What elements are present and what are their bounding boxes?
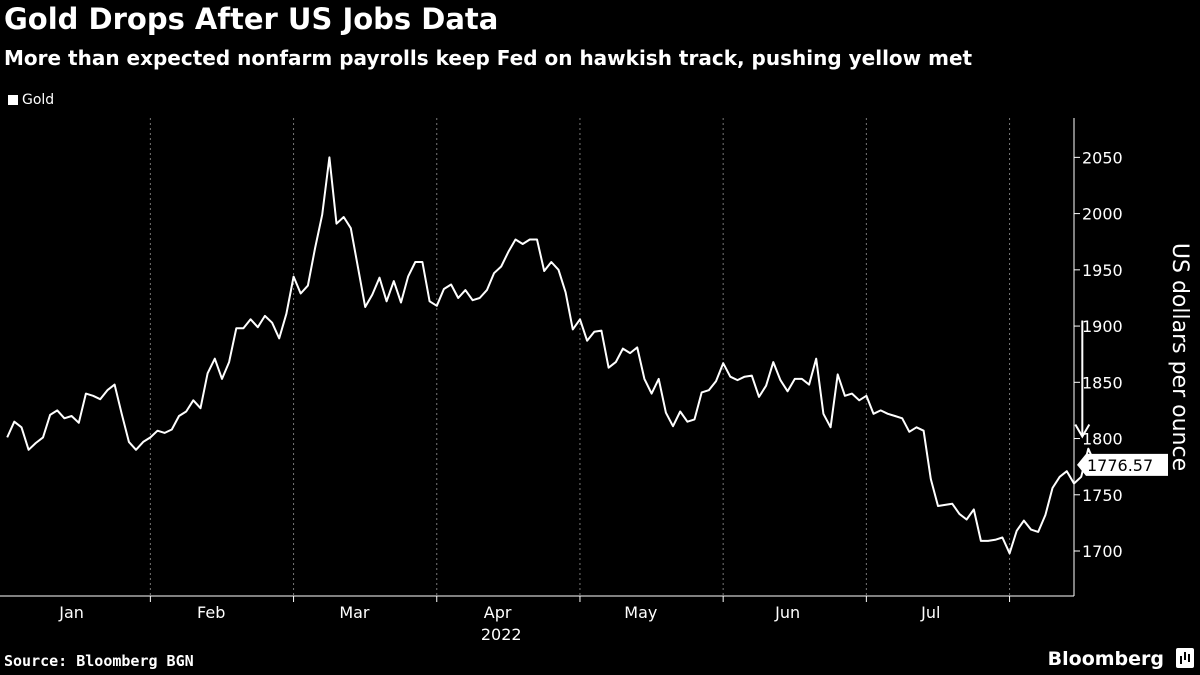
y-tick-label: 1700	[1082, 542, 1123, 561]
chart-title: Gold Drops After US Jobs Data	[4, 2, 499, 36]
legend-label-gold: Gold	[22, 92, 55, 108]
annotation-arrow-head	[1074, 424, 1091, 439]
x-tick-label: Jul	[920, 603, 940, 622]
legend-swatch-gold	[8, 95, 18, 105]
x-tick-label: Mar	[339, 603, 370, 622]
y-tick-label: 1900	[1082, 317, 1123, 336]
source-note: Source: Bloomberg BGN	[4, 652, 194, 670]
y-tick-label: 2050	[1082, 148, 1123, 167]
x-tick-label: May	[624, 603, 657, 622]
y-tick-label: 2000	[1082, 205, 1123, 224]
y-tick-label: 1950	[1082, 261, 1123, 280]
last-value-badge	[1077, 453, 1168, 476]
x-axis-year-label: 2022	[481, 625, 522, 644]
bloomberg-logo: Bloomberg	[1047, 648, 1164, 670]
x-tick-label: Apr	[484, 603, 512, 622]
series-line-gold	[6, 156, 1097, 555]
legend: Gold	[8, 92, 54, 108]
chart-subtitle: More than expected nonfarm payrolls keep…	[4, 46, 973, 70]
last-value-label: 1776.57	[1087, 456, 1153, 475]
y-tick-label: 1750	[1082, 486, 1123, 505]
x-tick-label: Feb	[197, 603, 225, 622]
terminal-icon	[1176, 648, 1194, 668]
x-tick-label: Jun	[774, 603, 800, 622]
y-tick-label: 1800	[1082, 430, 1123, 449]
x-tick-label: Jan	[58, 603, 84, 622]
y-axis-title: US dollars per ounce	[1167, 243, 1192, 471]
y-tick-label: 1850	[1082, 373, 1123, 392]
